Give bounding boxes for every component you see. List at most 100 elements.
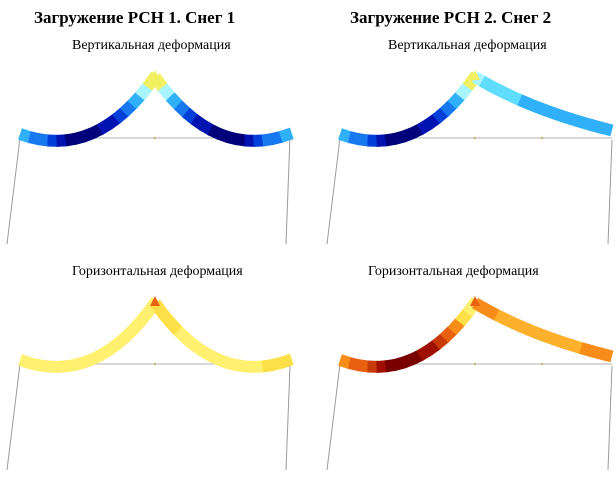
case-1-vertical-ridge [150,70,160,80]
case-1-horizontal-left-arch-segment [135,307,154,327]
case-2-vertical-right-arch-segment [493,83,509,99]
case-1-horizontal-left-arch-segment [18,354,33,370]
case-2-horizontal-node [473,362,477,366]
case-1-horizontal-left-arch-segment [112,332,130,350]
case-1-vertical-left-arch-segment [127,90,146,109]
case-1-title: Загружение РСН 1. Снег 1 [34,8,236,27]
case-1-vertical-left-arch-segment [27,131,42,146]
case-2-horizontal-right-arch-segment [525,323,541,339]
case-2-title: Загружение РСН 2. Снег 2 [350,8,552,27]
case-2-horizontal-left-arch-segment [455,307,474,327]
case-2-vertical-node [540,136,544,140]
case-1-horizontal-right-arch-segment [207,350,223,366]
case-2-horizontal-right-arch-segment [534,327,549,343]
case-2-horizontal-left-arch-segment [392,356,406,371]
case-1-horizontal-left-arch-segment [119,325,138,343]
case-2-horizontal-left-arch-segment [338,354,353,370]
case-2-horizontal-left-arch-segment [384,358,397,373]
case-1-horizontal-node [153,362,157,366]
case-2-vertical-node [473,136,477,140]
case-2-vertical-right-arch-segment [517,94,532,110]
case-1-horizontal-right-arch-segment [234,359,248,373]
case-2-horizontal-left-arch-segment [400,353,415,369]
case-1-horizontal-left-arch-segment [96,344,113,361]
case-1-horizontal-right-arch-segment [270,356,284,372]
case-1-horizontal-label: Горизонтальная деформация [72,264,243,279]
case-1-vertical-left-arch-segment [112,106,130,124]
case-1-vertical-right-arch-segment [182,107,200,125]
case-2-horizontal-left-arch-segment [408,349,424,366]
case-1-horizontal-right-arch-segment [173,326,192,345]
case-2-horizontal-right-arch-segment [588,345,604,360]
case-1-vertical-left-arch-segment [88,123,104,140]
case-2-horizontal-left-arch-segment [347,357,362,372]
case-2-horizontal-right-arch-segment [501,313,516,329]
case-2-vertical-left-arch-segment [347,131,362,146]
case-2-horizontal-right-column [607,365,613,471]
case-1-horizontal-left-arch-segment [88,349,104,366]
case-1-horizontal-left-arch-segment [27,357,42,372]
case-1-horizontal-left-arch-segment [104,339,122,356]
case-1-horizontal-right-arch-segment [253,360,265,373]
case-1-vertical-left-arch-segment [119,99,138,117]
case-1-vertical-left-arch-segment [37,133,51,147]
case-2-vertical-ridge [470,70,480,80]
case-2-vertical-left-arch-segment [400,127,415,143]
case-2-vertical-left-arch-segment [416,118,433,135]
case-2-horizontal-right-arch-segment [509,316,524,333]
case-2-vertical-right-arch-segment [525,97,541,113]
case-1-horizontal-right-arch-segment [216,354,231,370]
case-2-horizontal-left-arch-segment [357,359,371,373]
case-1-vertical-left-arch-segment [135,81,154,101]
case-2-vertical-left-arch-segment [338,128,353,144]
case-1-horizontal-right-arch-segment [182,333,200,351]
case-1-vertical-right-arch-segment [253,134,265,147]
case-2-vertical-left-arch-segment [424,113,442,130]
case-1-vertical-right-arch-segment [225,131,239,146]
case-2-horizontal-right-arch-segment [560,336,576,352]
case-2-vertical-right-column [607,139,613,245]
case-2-horizontal-right-arch-segment [479,301,494,318]
case-1-vertical-right-arch-segment [199,119,215,136]
case-2-vertical-right-arch-segment [560,110,576,126]
case-1-horizontal-right-arch-segment [165,318,184,337]
case-2-horizontal-left-arch-segment [416,344,433,361]
case-2-vertical-right-arch-segment [509,90,524,107]
case-2-horizontal-right-arch-segment [579,342,594,358]
case-1-vertical-left-column [6,137,21,245]
case-2-horizontal-left-arch-segment [376,360,388,373]
case-1-vertical-right-arch-segment [190,114,208,131]
case-2-vertical-right-arch-segment [588,119,604,134]
case-2-horizontal-left-column [326,363,341,471]
case-1-vertical-left-arch-segment [64,132,77,147]
case-1-horizontal-right-column [285,365,291,471]
case-2-vertical-right-arch-segment [534,101,549,117]
case-1-vertical-left-arch-segment [104,113,122,130]
case-1-vertical-right-arch-segment [270,130,284,146]
case-1-vertical-right-arch-segment [216,128,231,144]
case-2-vertical-right-arch-segment [501,87,516,103]
case-1-vertical-right-arch-segment [261,132,275,147]
case-2-horizontal-label: Горизонтальная деформация [368,264,539,279]
case-2-horizontal-node [540,362,544,366]
case-2-horizontal-right-arch-segment [493,309,509,325]
case-1-horizontal-left-arch-segment [80,353,95,369]
case-2-vertical-right-arch-segment [542,104,558,120]
case-1-horizontal-right-arch-segment [157,309,177,329]
case-2-vertical-left-arch-segment [392,130,406,145]
case-1-vertical-right-arch-segment [157,83,177,103]
case-2-vertical-right-arch-segment [486,79,501,95]
case-1-horizontal-left-arch-segment [72,356,86,371]
case-1-vertical-left-arch-segment [80,127,95,143]
case-2-vertical-left-arch-segment [439,99,458,117]
case-2-vertical-right-arch-segment [569,113,585,129]
case-2-vertical-left-arch-segment [357,133,371,147]
case-1-horizontal-right-arch-segment [199,345,215,362]
case-2-horizontal-right-arch-segment [486,305,501,321]
case-2-horizontal-left-arch-segment [432,332,450,350]
case-2-vertical-right-arch-segment [598,121,614,137]
case-1-vertical-right-arch-segment [234,133,248,147]
case-2-horizontal-right-arch-segment [569,339,585,355]
case-2-horizontal-left-arch-segment [424,339,442,356]
